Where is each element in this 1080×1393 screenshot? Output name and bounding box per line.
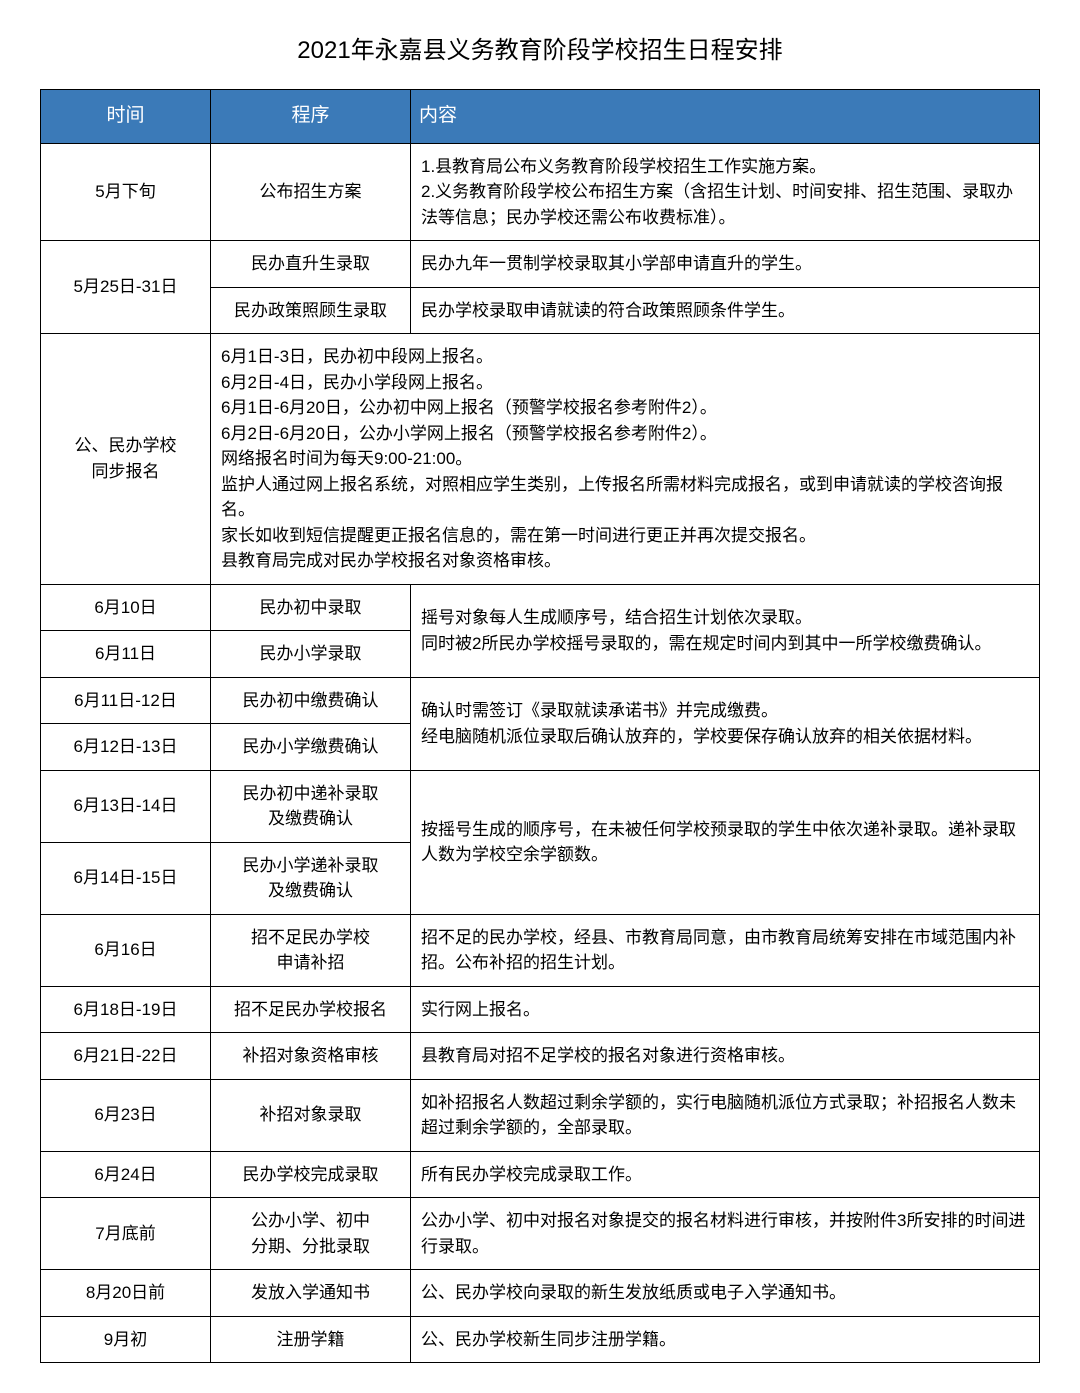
cell-time: 6月13日-14日 bbox=[41, 770, 211, 842]
cell-time: 6月24日 bbox=[41, 1151, 211, 1198]
header-time: 时间 bbox=[41, 90, 211, 144]
cell-proc: 发放入学通知书 bbox=[211, 1270, 411, 1317]
cell-proc: 公办小学、初中分期、分批录取 bbox=[211, 1198, 411, 1270]
table-row: 6月13日-14日 民办初中递补录取及缴费确认 按摇号生成的顺序号，在未被任何学… bbox=[41, 770, 1040, 842]
cell-proc: 民办小学录取 bbox=[211, 631, 411, 678]
cell-proc: 民办小学缴费确认 bbox=[211, 724, 411, 771]
table-row: 6月21日-22日 补招对象资格审核 县教育局对招不足学校的报名对象进行资格审核… bbox=[41, 1033, 1040, 1080]
table-row: 6月24日 民办学校完成录取 所有民办学校完成录取工作。 bbox=[41, 1151, 1040, 1198]
cell-time: 6月12日-13日 bbox=[41, 724, 211, 771]
table-row: 6月11日-12日 民办初中缴费确认 确认时需签订《录取就读承诺书》并完成缴费。… bbox=[41, 677, 1040, 724]
cell-content: 民办学校录取申请就读的符合政策照顾条件学生。 bbox=[411, 287, 1040, 334]
cell-proc: 民办初中递补录取及缴费确认 bbox=[211, 770, 411, 842]
cell-proc: 民办初中缴费确认 bbox=[211, 677, 411, 724]
header-procedure: 程序 bbox=[211, 90, 411, 144]
cell-time: 6月18日-19日 bbox=[41, 986, 211, 1033]
cell-content: 公、民办学校向录取的新生发放纸质或电子入学通知书。 bbox=[411, 1270, 1040, 1317]
table-row: 5月下旬 公布招生方案 1.县教育局公布义务教育阶段学校招生工作实施方案。2.义… bbox=[41, 143, 1040, 241]
table-row: 6月10日 民办初中录取 摇号对象每人生成顺序号，结合招生计划依次录取。同时被2… bbox=[41, 584, 1040, 631]
cell-time: 6月11日 bbox=[41, 631, 211, 678]
cell-content: 所有民办学校完成录取工作。 bbox=[411, 1151, 1040, 1198]
cell-time: 9月初 bbox=[41, 1316, 211, 1363]
table-row: 5月25日-31日 民办直升生录取 民办九年一贯制学校录取其小学部申请直升的学生… bbox=[41, 241, 1040, 288]
cell-time: 6月11日-12日 bbox=[41, 677, 211, 724]
cell-time: 5月下旬 bbox=[41, 143, 211, 241]
cell-proc: 民办直升生录取 bbox=[211, 241, 411, 288]
cell-proc: 公布招生方案 bbox=[211, 143, 411, 241]
cell-content: 按摇号生成的顺序号，在未被任何学校预录取的学生中依次递补录取。递补录取人数为学校… bbox=[411, 770, 1040, 914]
cell-proc: 民办学校完成录取 bbox=[211, 1151, 411, 1198]
cell-time: 8月20日前 bbox=[41, 1270, 211, 1317]
cell-time: 5月25日-31日 bbox=[41, 241, 211, 334]
table-row: 8月20日前 发放入学通知书 公、民办学校向录取的新生发放纸质或电子入学通知书。 bbox=[41, 1270, 1040, 1317]
cell-time: 6月23日 bbox=[41, 1079, 211, 1151]
cell-proc: 注册学籍 bbox=[211, 1316, 411, 1363]
cell-content: 县教育局对招不足学校的报名对象进行资格审核。 bbox=[411, 1033, 1040, 1080]
table-row: 9月初 注册学籍 公、民办学校新生同步注册学籍。 bbox=[41, 1316, 1040, 1363]
cell-time: 6月16日 bbox=[41, 914, 211, 986]
table-row: 6月23日 补招对象录取 如补招报名人数超过剩余学额的，实行电脑随机派位方式录取… bbox=[41, 1079, 1040, 1151]
cell-content: 实行网上报名。 bbox=[411, 986, 1040, 1033]
page-title: 2021年永嘉县义务教育阶段学校招生日程安排 bbox=[40, 30, 1040, 65]
header-content: 内容 bbox=[411, 90, 1040, 144]
table-row: 7月底前 公办小学、初中分期、分批录取 公办小学、初中对报名对象提交的报名材料进… bbox=[41, 1198, 1040, 1270]
cell-proc: 民办初中录取 bbox=[211, 584, 411, 631]
table-row: 6月16日 招不足民办学校申请补招 招不足的民办学校，经县、市教育局同意，由市教… bbox=[41, 914, 1040, 986]
cell-content: 公、民办学校新生同步注册学籍。 bbox=[411, 1316, 1040, 1363]
cell-content: 公办小学、初中对报名对象提交的报名材料进行审核，并按附件3所安排的时间进行录取。 bbox=[411, 1198, 1040, 1270]
table-row: 6月18日-19日 招不足民办学校报名 实行网上报名。 bbox=[41, 986, 1040, 1033]
table-header-row: 时间 程序 内容 bbox=[41, 90, 1040, 144]
cell-time: 公、民办学校同步报名 bbox=[41, 334, 211, 585]
cell-proc: 补招对象资格审核 bbox=[211, 1033, 411, 1080]
schedule-table: 时间 程序 内容 5月下旬 公布招生方案 1.县教育局公布义务教育阶段学校招生工… bbox=[40, 89, 1040, 1363]
cell-time: 7月底前 bbox=[41, 1198, 211, 1270]
cell-content: 如补招报名人数超过剩余学额的，实行电脑随机派位方式录取；补招报名人数未超过剩余学… bbox=[411, 1079, 1040, 1151]
cell-proc: 民办政策照顾生录取 bbox=[211, 287, 411, 334]
cell-time: 6月21日-22日 bbox=[41, 1033, 211, 1080]
cell-content: 招不足的民办学校，经县、市教育局同意，由市教育局统筹安排在市域范围内补招。公布补… bbox=[411, 914, 1040, 986]
cell-content: 1.县教育局公布义务教育阶段学校招生工作实施方案。2.义务教育阶段学校公布招生方… bbox=[411, 143, 1040, 241]
cell-content: 摇号对象每人生成顺序号，结合招生计划依次录取。同时被2所民办学校摇号录取的，需在… bbox=[411, 584, 1040, 677]
cell-time: 6月14日-15日 bbox=[41, 842, 211, 914]
cell-proc: 补招对象录取 bbox=[211, 1079, 411, 1151]
cell-proc: 招不足民办学校报名 bbox=[211, 986, 411, 1033]
cell-content: 民办九年一贯制学校录取其小学部申请直升的学生。 bbox=[411, 241, 1040, 288]
cell-content: 6月1日-3日，民办初中段网上报名。6月2日-4日，民办小学段网上报名。6月1日… bbox=[211, 334, 1040, 585]
cell-content: 确认时需签订《录取就读承诺书》并完成缴费。经电脑随机派位录取后确认放弃的，学校要… bbox=[411, 677, 1040, 770]
cell-time: 6月10日 bbox=[41, 584, 211, 631]
cell-proc: 民办小学递补录取及缴费确认 bbox=[211, 842, 411, 914]
table-row: 公、民办学校同步报名 6月1日-3日，民办初中段网上报名。6月2日-4日，民办小… bbox=[41, 334, 1040, 585]
cell-proc: 招不足民办学校申请补招 bbox=[211, 914, 411, 986]
